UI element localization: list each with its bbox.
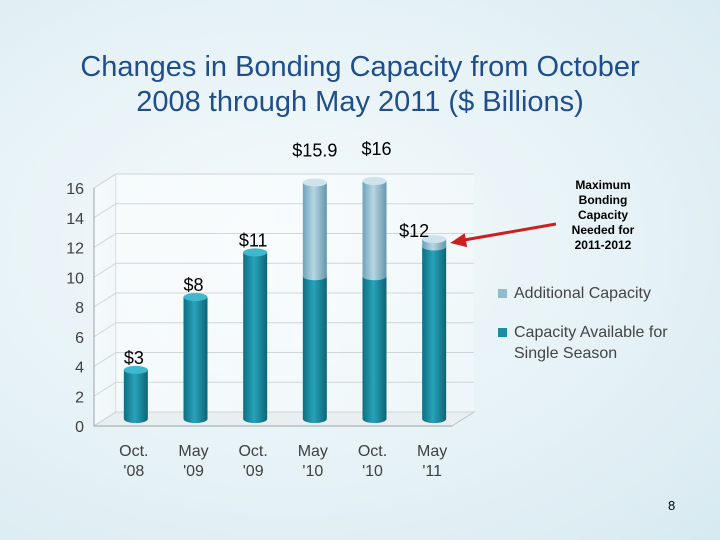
bar-0-series-0 xyxy=(123,369,148,423)
chart-floor xyxy=(92,411,476,427)
bar-top-0-series-0 xyxy=(123,365,148,374)
data-label-3: $15.9 xyxy=(292,140,337,160)
legend-label-single-season-line-2: Single Season xyxy=(514,345,618,362)
title-line-1: Changes in Bonding Capacity from October xyxy=(80,51,640,83)
annotation-arrow-shaft xyxy=(463,222,557,242)
bar-5-series-0 xyxy=(422,246,447,423)
y-tick-label-4: 8 xyxy=(75,300,84,317)
bar-top-2-series-0 xyxy=(243,248,268,257)
annotation-line-2: Bonding xyxy=(578,193,628,207)
max-capacity-annotation: Maximum Bonding Capacity Needed for 2011… xyxy=(557,178,649,253)
bar-3-series-1 xyxy=(302,182,327,281)
chart-legend: Additional Capacity Capacity Available f… xyxy=(498,283,708,382)
bar-top-1-series-0 xyxy=(183,293,208,302)
x-tick-label-5-line-1: May xyxy=(417,443,447,460)
gridline-0 xyxy=(93,411,474,427)
y-tick-label-0: 0 xyxy=(75,419,84,436)
x-tick-label-0-line-2: '08 xyxy=(123,463,144,480)
legend-swatch-additional xyxy=(498,289,507,298)
data-label-0: $3 xyxy=(124,348,144,368)
annotation-line-4: Needed for xyxy=(571,223,635,237)
x-tick-label-3-line-2: '10 xyxy=(302,463,323,480)
bar-top-4-series-1 xyxy=(362,177,387,185)
data-label-4: $16 xyxy=(361,139,391,159)
page-number: 8 xyxy=(668,498,676,513)
x-tick-label-1-line-1: May xyxy=(178,443,208,460)
gridline-12 xyxy=(93,233,474,248)
bar-2-series-0 xyxy=(243,252,268,423)
x-tick-label-5-line-2: '11 xyxy=(422,463,442,480)
y-tick-label-7: 14 xyxy=(66,211,84,228)
bar-3-series-0 xyxy=(302,276,327,423)
y-tick-label-3: 6 xyxy=(75,330,84,347)
annotation-line-5: 2011-2012 xyxy=(574,238,632,252)
gridline-10 xyxy=(93,262,474,278)
annotation-line-1: Maximum xyxy=(575,178,631,192)
gridline-4 xyxy=(93,352,474,367)
bar-4-series-0 xyxy=(362,276,387,423)
x-tick-label-2-line-1: Oct. xyxy=(238,443,267,460)
y-tick-label-1: 2 xyxy=(75,389,84,406)
x-tick-label-2-line-2: '09 xyxy=(243,463,264,480)
y-tick-label-8: 16 xyxy=(66,181,84,198)
legend-swatch-single-season xyxy=(498,328,507,337)
bar-4-series-1 xyxy=(362,181,387,281)
gridline-16 xyxy=(93,173,474,189)
gridline-8 xyxy=(93,292,474,308)
annotation-line-3: Capacity xyxy=(577,208,629,222)
x-tick-label-0-line-1: Oct. xyxy=(119,443,148,460)
data-label-2: $11 xyxy=(239,230,268,250)
bar-top-5-series-1 xyxy=(422,235,447,244)
y-tick-label-6: 12 xyxy=(66,241,84,258)
title-line-2: 2008 through May 2011 ($ Billions) xyxy=(136,86,584,118)
legend-label-single-season-line-1: Capacity Available for xyxy=(514,324,668,341)
legend-item-single-season: Capacity Available for Single Season xyxy=(498,322,708,364)
gridline-2 xyxy=(93,381,474,397)
gridline-14 xyxy=(93,203,474,219)
legend-label-additional: Additional Capacity xyxy=(514,285,651,302)
y-tick-label-5: 10 xyxy=(66,270,84,287)
data-label-1: $8 xyxy=(183,275,203,295)
x-tick-label-4-line-2: '10 xyxy=(362,463,383,480)
y-tick-label-2: 4 xyxy=(75,360,84,377)
gridline-6 xyxy=(93,322,474,338)
data-label-5: $12 xyxy=(399,221,429,241)
bar-top-3-series-1 xyxy=(302,178,327,187)
chart-title: Changes in Bonding Capacity from October… xyxy=(40,50,680,120)
annotation-arrow-head xyxy=(450,233,468,248)
legend-item-additional-capacity: Additional Capacity xyxy=(498,283,708,304)
x-tick-label-3-line-1: May xyxy=(298,443,328,460)
x-tick-label-1-line-2: '09 xyxy=(183,463,204,480)
x-tick-label-4-line-1: Oct. xyxy=(358,443,387,460)
bar-1-series-0 xyxy=(183,297,208,423)
